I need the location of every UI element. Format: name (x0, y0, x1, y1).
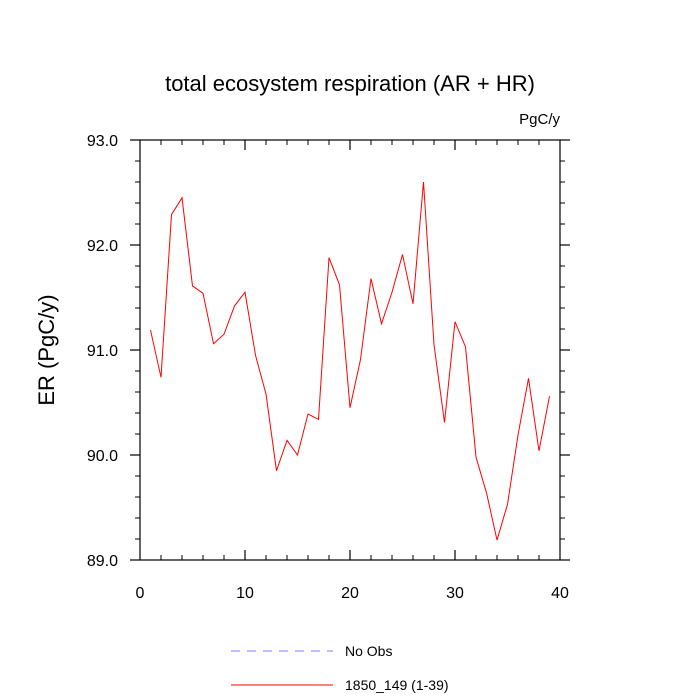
chart-title: total ecosystem respiration (AR + HR) (165, 71, 535, 96)
x-tick-label: 0 (136, 585, 145, 602)
units-label: PgC/y (519, 111, 560, 128)
legend-label-0: No Obs (345, 643, 392, 659)
axis-ticks: 0 10 20 30 40 89.0 90.0 91.0 92.0 93.0 (87, 133, 570, 602)
series-line-1 (150, 181, 550, 541)
x-tick-label: 30 (446, 585, 464, 602)
plot-frame (139, 139, 561, 561)
x-tick-label: 10 (236, 585, 254, 602)
y-tick-label: 89.0 (87, 553, 118, 570)
data-series (150, 181, 550, 541)
y-tick-label: 91.0 (87, 343, 118, 360)
y-tick-label: 90.0 (87, 448, 118, 465)
y-tick-label: 92.0 (87, 238, 118, 255)
legend-label-1: 1850_149 (1-39) (345, 677, 449, 693)
y-axis-label: ER (PgC/y) (34, 294, 59, 405)
x-tick-label: 40 (551, 585, 569, 602)
y-tick-label: 93.0 (87, 133, 118, 150)
legend: No Obs 1850_149 (1-39) (231, 643, 449, 693)
x-tick-label: 20 (341, 585, 359, 602)
